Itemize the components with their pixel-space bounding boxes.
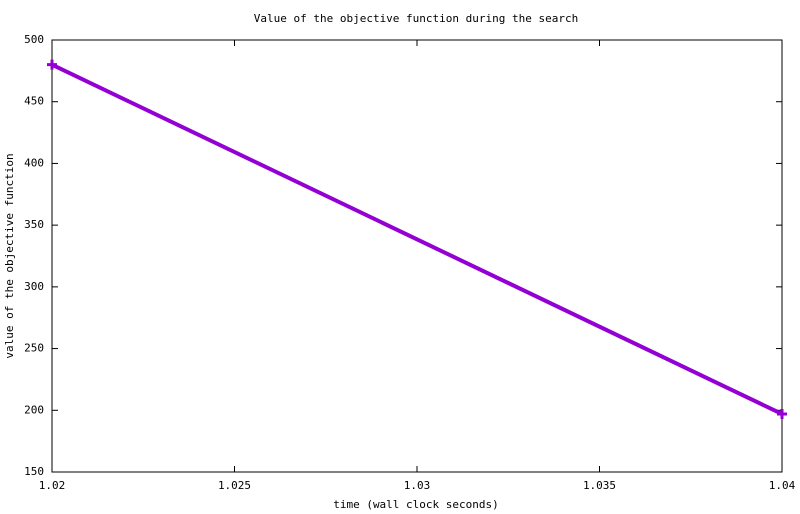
- x-tick-label: 1.025: [218, 479, 251, 492]
- y-tick-label: 150: [24, 465, 44, 478]
- line: [51, 62, 783, 416]
- y-tick-label: 500: [24, 33, 44, 46]
- x-tick-label: 1.03: [404, 479, 431, 492]
- y-tick-label: 450: [24, 95, 44, 108]
- y-tick-label: 350: [24, 218, 44, 231]
- y-tick-label: 400: [24, 156, 44, 169]
- x-tick-label: 1.04: [769, 479, 796, 492]
- point-marker: [777, 408, 787, 419]
- x-tick-label: 1.035: [583, 479, 616, 492]
- y-tick-label: 300: [24, 280, 44, 293]
- y-tick-label: 250: [24, 342, 44, 355]
- point-marker: [47, 59, 57, 70]
- y-axis-label: value of the objective function: [3, 153, 16, 358]
- x-tick-label: 1.02: [39, 479, 66, 492]
- x-axis-label: time (wall clock seconds): [333, 498, 499, 511]
- chart-title: Value of the objective function during t…: [254, 12, 579, 25]
- y-tick-label: 200: [24, 403, 44, 416]
